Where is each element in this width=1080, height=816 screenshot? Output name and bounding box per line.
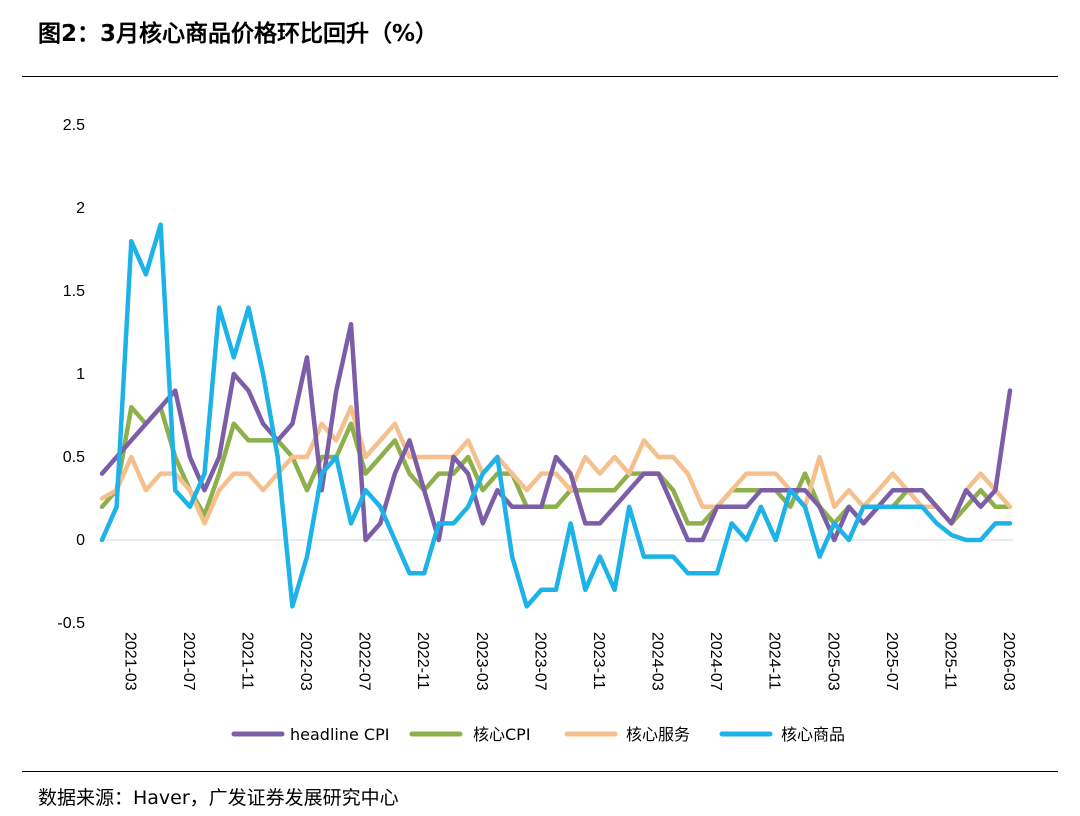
line-chart: 2.521.510.50-0.5 2021-03 2021-07 2021-11 20… (57, 117, 1017, 744)
x-tick-label: 2021-03 (121, 632, 138, 691)
x-axis-ticks: 2021-03 2021-07 2021-11 2022-03 2022-07 2022-… (121, 632, 1017, 691)
y-tick-label: 1 (76, 366, 85, 383)
source-note: 数据来源：Haver，广发证券发展研究中心 (38, 787, 399, 809)
series-line-3 (99, 222, 1013, 609)
y-tick-label: -0.5 (57, 615, 85, 632)
x-tick-label: 2023-03 (473, 632, 490, 691)
y-tick-label: 2.5 (63, 117, 85, 134)
x-tick-label: 2024-03 (649, 632, 666, 691)
x-tick-label: 2024-11 (766, 632, 783, 690)
x-tick-label: 2022-07 (356, 632, 373, 691)
y-tick-label: 0.5 (63, 449, 85, 466)
x-tick-label: 2026-03 (1000, 632, 1017, 691)
legend-label: 核心CPI (473, 725, 531, 744)
x-tick-label: 2021-11 (238, 632, 255, 690)
legend-label: 核心服务 (626, 725, 690, 744)
series-lines (99, 222, 1013, 609)
top-rule (22, 76, 1058, 77)
x-tick-label: 2021-07 (180, 632, 197, 691)
y-tick-label: 2 (76, 200, 85, 217)
legend: headline CPI 核心CPI 核心服务 核心商品 (231, 725, 845, 744)
x-tick-label: 2025-11 (941, 632, 958, 690)
legend-label: headline CPI (290, 725, 389, 744)
x-tick-label: 2022-03 (297, 632, 314, 691)
x-tick-label: 2023-11 (590, 632, 607, 690)
x-tick-label: 2022-11 (414, 632, 431, 690)
x-tick-label: 2025-03 (824, 632, 841, 691)
y-tick-label: 0 (76, 532, 85, 549)
y-axis-ticks: 2.5 2 1.5 1 0.5 0 -0.5 (57, 117, 85, 632)
legend-label: 核心商品 (781, 725, 845, 744)
x-tick-label: 2024-07 (707, 632, 724, 691)
y-tick-label: 1.5 (63, 283, 85, 300)
bottom-rule (22, 771, 1058, 772)
x-tick-label: 2023-07 (531, 632, 548, 691)
x-tick-label: 2025-07 (883, 632, 900, 691)
series-line-2 (99, 404, 1013, 526)
figure-title: 图2：3月核心商品价格环比回升（%） (38, 21, 439, 47)
